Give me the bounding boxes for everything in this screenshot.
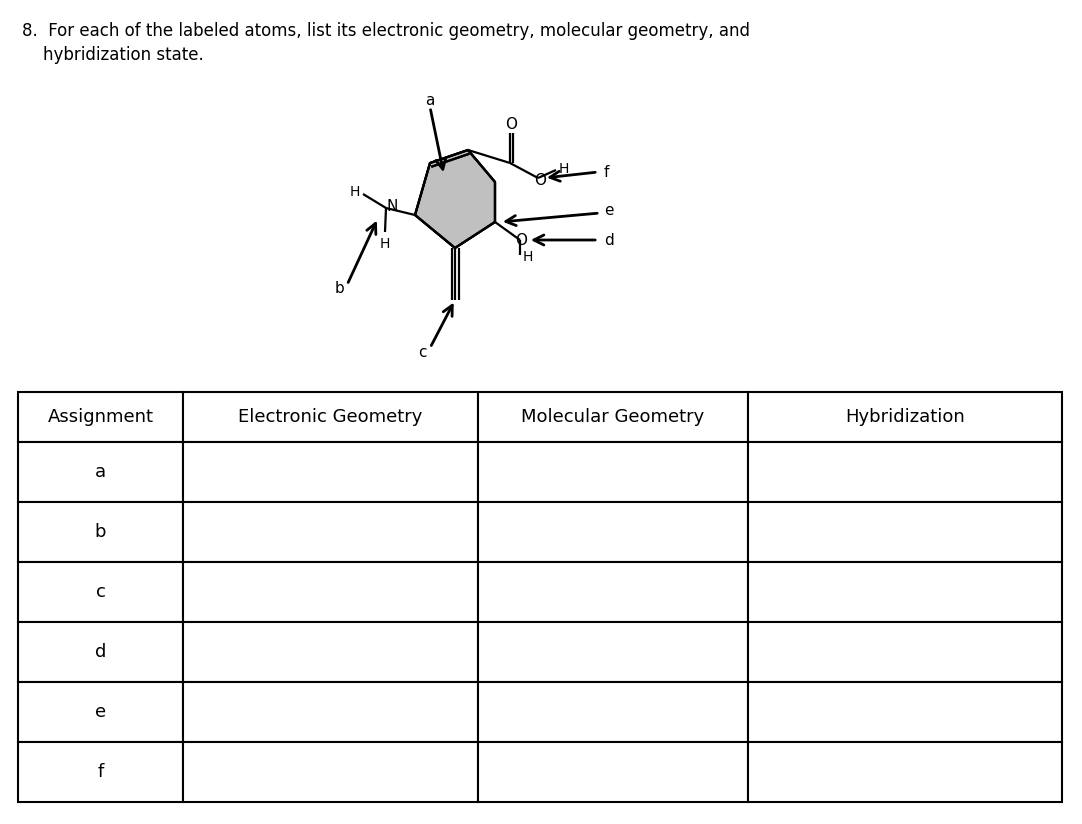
- Text: a: a: [425, 92, 435, 107]
- Bar: [183, 502, 478, 562]
- Text: H: H: [349, 185, 360, 199]
- Bar: [18, 392, 183, 442]
- Bar: [748, 442, 1063, 502]
- Text: Assignment: Assignment: [48, 408, 154, 426]
- Bar: [183, 742, 478, 802]
- Bar: [478, 392, 748, 442]
- Bar: [18, 682, 183, 742]
- Bar: [748, 392, 1063, 442]
- Bar: [18, 622, 183, 682]
- Bar: [18, 562, 183, 622]
- Bar: [183, 682, 478, 742]
- Bar: [183, 622, 478, 682]
- Bar: [478, 502, 748, 562]
- Bar: [183, 442, 478, 502]
- Bar: [183, 562, 478, 622]
- Text: f: f: [97, 763, 104, 781]
- Text: e: e: [95, 703, 106, 721]
- Text: d: d: [604, 232, 613, 247]
- Bar: [18, 502, 183, 562]
- Bar: [748, 742, 1063, 802]
- Text: H: H: [380, 237, 391, 251]
- Text: b: b: [95, 523, 106, 541]
- Text: H: H: [523, 250, 533, 264]
- Text: N: N: [386, 199, 398, 213]
- Text: Molecular Geometry: Molecular Geometry: [522, 408, 704, 426]
- Bar: [748, 682, 1063, 742]
- Text: 8.  For each of the labeled atoms, list its electronic geometry, molecular geome: 8. For each of the labeled atoms, list i…: [22, 22, 750, 40]
- Bar: [478, 682, 748, 742]
- Text: f: f: [604, 165, 609, 180]
- Text: hybridization state.: hybridization state.: [22, 46, 203, 64]
- Text: O: O: [505, 116, 517, 132]
- Bar: [748, 502, 1063, 562]
- Bar: [478, 622, 748, 682]
- Text: Electronic Geometry: Electronic Geometry: [238, 408, 423, 426]
- Bar: [183, 392, 478, 442]
- Bar: [748, 622, 1063, 682]
- Bar: [478, 742, 748, 802]
- Bar: [18, 742, 183, 802]
- Text: c: c: [418, 344, 426, 359]
- Text: O: O: [515, 232, 527, 247]
- Text: H: H: [558, 162, 569, 176]
- Bar: [478, 562, 748, 622]
- Polygon shape: [415, 150, 494, 248]
- Text: O: O: [535, 172, 546, 188]
- Text: e: e: [604, 203, 613, 218]
- Bar: [748, 562, 1063, 622]
- Text: Hybridization: Hybridization: [845, 408, 965, 426]
- Text: c: c: [95, 583, 105, 601]
- Text: d: d: [95, 643, 106, 661]
- Bar: [18, 442, 183, 502]
- Bar: [478, 442, 748, 502]
- Text: b: b: [335, 280, 345, 296]
- Text: a: a: [95, 463, 106, 481]
